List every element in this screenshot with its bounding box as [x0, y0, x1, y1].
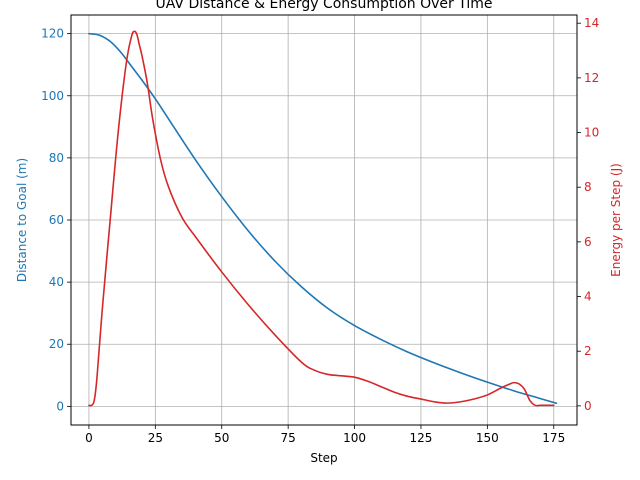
y-right-tick-label-5: 10 — [584, 126, 599, 140]
y-left-tick-label-0: 0 — [56, 399, 64, 413]
y-right-tick-label-0: 0 — [584, 399, 592, 413]
y-left-axis-title: Distance to Goal (m) — [15, 158, 29, 282]
x-tick-label-7: 175 — [542, 431, 565, 445]
y-axis-left: 0 20 40 60 80 100 120 — [41, 27, 71, 413]
y-left-tick-label-6: 120 — [41, 27, 64, 41]
x-tick-label-6: 150 — [476, 431, 499, 445]
x-tick-label-1: 25 — [148, 431, 163, 445]
y-right-axis-title: Energy per Step (J) — [609, 163, 623, 277]
y-left-tick-label-4: 80 — [49, 151, 64, 165]
y-right-tick-label-7: 14 — [584, 16, 599, 30]
x-tick-label-4: 100 — [343, 431, 366, 445]
y-left-tick-label-1: 20 — [49, 337, 64, 351]
x-tick-label-3: 75 — [281, 431, 296, 445]
x-axis: 0 25 50 75 100 125 150 175 — [85, 425, 565, 445]
x-tick-label-5: 125 — [409, 431, 432, 445]
energy-series-line — [88, 30, 555, 407]
x-axis-title: Step — [310, 451, 337, 465]
y-right-tick-label-3: 6 — [584, 235, 592, 249]
chart-title: UAV Distance & Energy Consumption Over T… — [155, 0, 492, 12]
y-right-tick-label-4: 8 — [584, 180, 592, 194]
y-left-tick-label-5: 100 — [41, 89, 64, 103]
y-right-tick-label-2: 4 — [584, 290, 592, 304]
y-right-tick-label-1: 2 — [584, 344, 592, 358]
y-left-tick-label-3: 60 — [49, 213, 64, 227]
distance-series-line — [88, 32, 558, 405]
x-tick-label-2: 50 — [214, 431, 229, 445]
series-layer — [88, 30, 558, 407]
y-axis-right: 0 2 4 6 8 10 12 14 — [577, 16, 599, 413]
grid-layer — [71, 15, 577, 425]
y-right-tick-label-6: 12 — [584, 71, 599, 85]
x-tick-label-0: 0 — [85, 431, 93, 445]
y-left-tick-label-2: 40 — [49, 275, 64, 289]
